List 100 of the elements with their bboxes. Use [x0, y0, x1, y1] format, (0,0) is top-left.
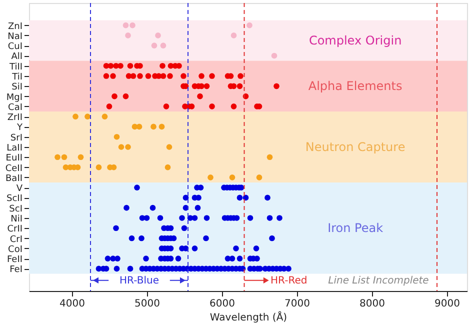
point [150, 204, 156, 211]
point [271, 52, 278, 59]
point [266, 215, 273, 221]
point [274, 83, 280, 90]
y-tick-label: Y [16, 123, 23, 134]
y-tick-label: ZrII [7, 113, 22, 124]
point [104, 256, 111, 262]
text: HR-Red [270, 275, 308, 286]
point [180, 73, 186, 79]
point [266, 154, 273, 160]
point [204, 83, 210, 90]
point [236, 256, 243, 262]
y-tick-label: ScII [6, 194, 22, 204]
y-tick-label: NiI [10, 214, 22, 224]
point [192, 246, 198, 252]
x-tick-label: 5000 [134, 298, 160, 310]
y-tick-label: V [16, 184, 24, 194]
point [198, 73, 204, 79]
point [246, 22, 252, 28]
x-tick-label: 6000 [210, 298, 235, 310]
point [114, 256, 120, 262]
point [122, 22, 129, 28]
point [230, 104, 237, 110]
point [96, 164, 102, 170]
point [151, 42, 158, 48]
point [175, 256, 182, 262]
point [164, 164, 171, 170]
point [167, 73, 173, 79]
point [112, 93, 118, 100]
y-tick-label: EuII [6, 154, 22, 164]
point [160, 42, 166, 48]
point [118, 144, 124, 150]
point [102, 114, 108, 120]
y-tick-label: FeII [6, 255, 22, 266]
point [103, 73, 110, 79]
point [54, 154, 60, 160]
point [122, 93, 129, 100]
band-label: Alpha Elements [308, 79, 402, 94]
y-tick-label: ScI [9, 204, 22, 214]
point [106, 104, 112, 110]
point [125, 144, 131, 150]
x-tick-label: 7000 [284, 298, 310, 310]
point [127, 62, 134, 69]
point [113, 225, 119, 232]
point [134, 184, 140, 190]
point [157, 215, 164, 221]
point [230, 32, 237, 38]
point [138, 235, 144, 242]
band-label: Complex Origin [308, 34, 402, 48]
point [286, 266, 292, 272]
y-tick-label: BaII [6, 174, 22, 184]
point [182, 194, 189, 201]
point [166, 144, 172, 150]
point [150, 124, 156, 130]
y-tick-label: AlI [11, 52, 22, 62]
y-tick-label: CoI [8, 244, 22, 255]
point [256, 174, 262, 180]
text: HR-Blue [120, 275, 159, 286]
point [84, 114, 90, 120]
y-tick-label: MgI [6, 92, 22, 103]
point [145, 73, 152, 79]
point [110, 73, 116, 79]
point [236, 83, 243, 90]
point [78, 154, 84, 160]
point [269, 235, 275, 242]
point [118, 62, 124, 69]
y-tick-label: CrII [7, 224, 22, 235]
point [209, 73, 215, 79]
point [114, 134, 120, 140]
point [264, 194, 270, 201]
y-tick-label: FeI [10, 265, 22, 276]
text: Line List Incomplete [328, 275, 429, 286]
point [136, 124, 142, 130]
point [194, 204, 201, 211]
y-tick-label: SrI [10, 133, 22, 144]
point [125, 32, 131, 38]
y-tick-label: TiII [8, 62, 22, 72]
y-tick-label: TiI [11, 72, 22, 83]
point [247, 215, 254, 221]
point [276, 215, 282, 221]
point [163, 104, 170, 110]
point [128, 235, 135, 242]
point [204, 215, 210, 221]
point [209, 104, 215, 110]
point [238, 73, 244, 79]
y-tick-label: LaII [6, 144, 22, 154]
x-tick-label: 4000 [60, 298, 85, 310]
point [124, 204, 130, 211]
point [155, 32, 161, 38]
point [130, 22, 136, 28]
point [158, 124, 165, 130]
y-tick-label: NaI [8, 32, 22, 42]
band-label: Neutron Capture [305, 140, 406, 154]
point [203, 235, 209, 242]
point [236, 194, 243, 201]
y-tick-label: CuI [8, 42, 22, 52]
x-tick-label: 8000 [360, 298, 385, 310]
y-tick-label: SiI [12, 82, 22, 93]
y-tick-label: CeII [5, 164, 22, 174]
point [127, 266, 134, 272]
